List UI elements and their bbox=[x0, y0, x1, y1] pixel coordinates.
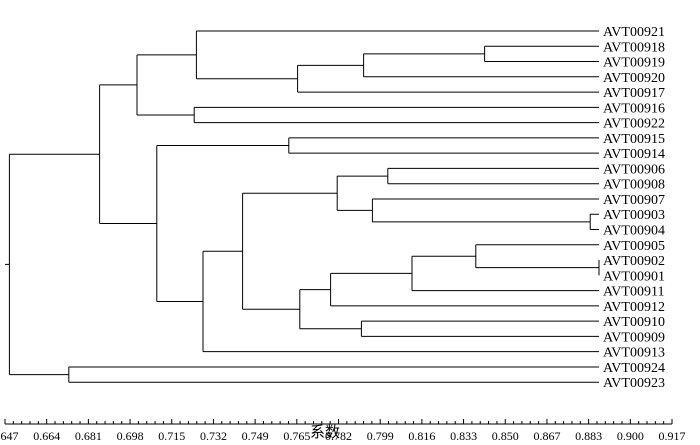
x-tick-label: 0.647 bbox=[0, 429, 19, 443]
leaf-label: AVT00911 bbox=[603, 285, 664, 300]
leaf-label: AVT00902 bbox=[603, 254, 665, 269]
x-axis-title: 系数 bbox=[310, 423, 340, 441]
x-tick-label: 0.900 bbox=[617, 429, 644, 443]
leaf-label: AVT00921 bbox=[603, 25, 665, 40]
leaf-label: AVT00924 bbox=[603, 361, 665, 376]
x-tick-label: 0.715 bbox=[158, 429, 185, 443]
leaf-label: AVT00916 bbox=[603, 101, 665, 116]
x-ticks bbox=[4, 419, 673, 424]
x-tick-label: 0.917 bbox=[659, 429, 686, 443]
x-tick-label: 0.883 bbox=[575, 429, 602, 443]
branches bbox=[5, 30, 600, 383]
leaf-label: AVT00908 bbox=[603, 178, 665, 193]
leaf-label: AVT00906 bbox=[603, 162, 665, 177]
leaf-label: AVT00912 bbox=[603, 300, 665, 315]
leaf-label: AVT00903 bbox=[603, 208, 665, 223]
leaf-label: AVT00922 bbox=[603, 117, 665, 132]
leaf-label: AVT00914 bbox=[603, 147, 665, 162]
x-tick-labels: 0.647 0.664 0.681 0.698 0.715 0.732 0.749 0.765… bbox=[0, 429, 686, 443]
leaf-labels: AVT00921AVT00918AVT00919AVT00920AVT00917… bbox=[603, 25, 665, 391]
leaf-label: AVT00917 bbox=[603, 86, 665, 101]
x-axis: 0.647 0.664 0.681 0.698 0.715 0.732 0.749 0.765… bbox=[0, 419, 686, 443]
x-tick-label: 0.765 bbox=[283, 429, 310, 443]
leaf-label: AVT00915 bbox=[603, 132, 665, 147]
leaf-label: AVT00913 bbox=[603, 346, 665, 361]
leaf-label: AVT00901 bbox=[603, 269, 665, 284]
leaf-label: AVT00920 bbox=[603, 71, 665, 86]
x-tick-label: 0.732 bbox=[200, 429, 227, 443]
x-tick-label: 0.782 bbox=[325, 429, 352, 443]
leaf-label: AVT00919 bbox=[603, 56, 665, 71]
x-tick-label: 0.749 bbox=[242, 429, 269, 443]
leaf-label: AVT00923 bbox=[603, 376, 665, 391]
x-tick-label: 0.816 bbox=[408, 429, 435, 443]
x-tick-label: 0.867 bbox=[533, 429, 560, 443]
leaf-label: AVT00918 bbox=[603, 40, 665, 55]
leaf-label: AVT00910 bbox=[603, 315, 665, 330]
x-tick-label: 0.850 bbox=[492, 429, 519, 443]
leaf-label: AVT00907 bbox=[603, 193, 665, 208]
x-tick-label: 0.698 bbox=[117, 429, 144, 443]
leaf-label: AVT00905 bbox=[603, 239, 665, 254]
x-tick-label: 0.664 bbox=[33, 429, 60, 443]
x-tick-label: 0.799 bbox=[367, 429, 394, 443]
x-tick-label: 0.833 bbox=[450, 429, 477, 443]
x-tick-label: 0.681 bbox=[75, 429, 102, 443]
leaf-label: AVT00904 bbox=[603, 224, 665, 239]
leaf-label: AVT00909 bbox=[603, 330, 665, 345]
